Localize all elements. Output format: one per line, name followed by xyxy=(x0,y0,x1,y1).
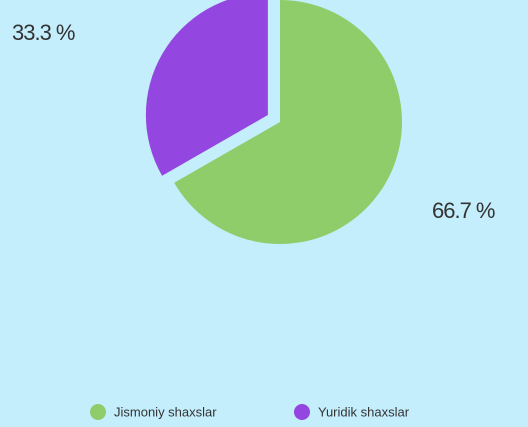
slice-label: 33.3 % xyxy=(12,20,75,45)
pie-slice xyxy=(174,0,402,244)
legend-swatch xyxy=(294,404,310,420)
slice-label: 66.7 % xyxy=(432,198,495,223)
pie-slice xyxy=(145,0,268,176)
legend-label: Jismoniy shaxslar xyxy=(114,404,217,419)
legend-swatch xyxy=(90,404,106,420)
legend-label: Yuridik shaxslar xyxy=(318,404,410,419)
